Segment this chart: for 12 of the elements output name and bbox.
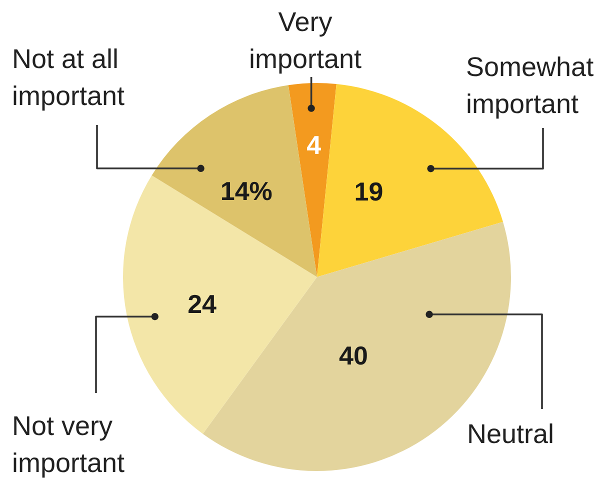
- slice-label: Not very important: [12, 411, 126, 478]
- data-label: 24: [188, 289, 218, 320]
- data-label: 40: [338, 340, 368, 370]
- slice-label: Not at all important: [12, 44, 126, 111]
- slice-label: Very important: [249, 7, 362, 74]
- pie-slice: [123, 175, 317, 434]
- pie-slice: [288, 83, 336, 277]
- slice-label: Neutral: [467, 419, 554, 449]
- data-label: 4: [306, 130, 322, 160]
- data-label: 14%: [220, 176, 272, 206]
- slice-label: Somewhat important: [466, 52, 594, 119]
- data-label: 19: [354, 176, 384, 207]
